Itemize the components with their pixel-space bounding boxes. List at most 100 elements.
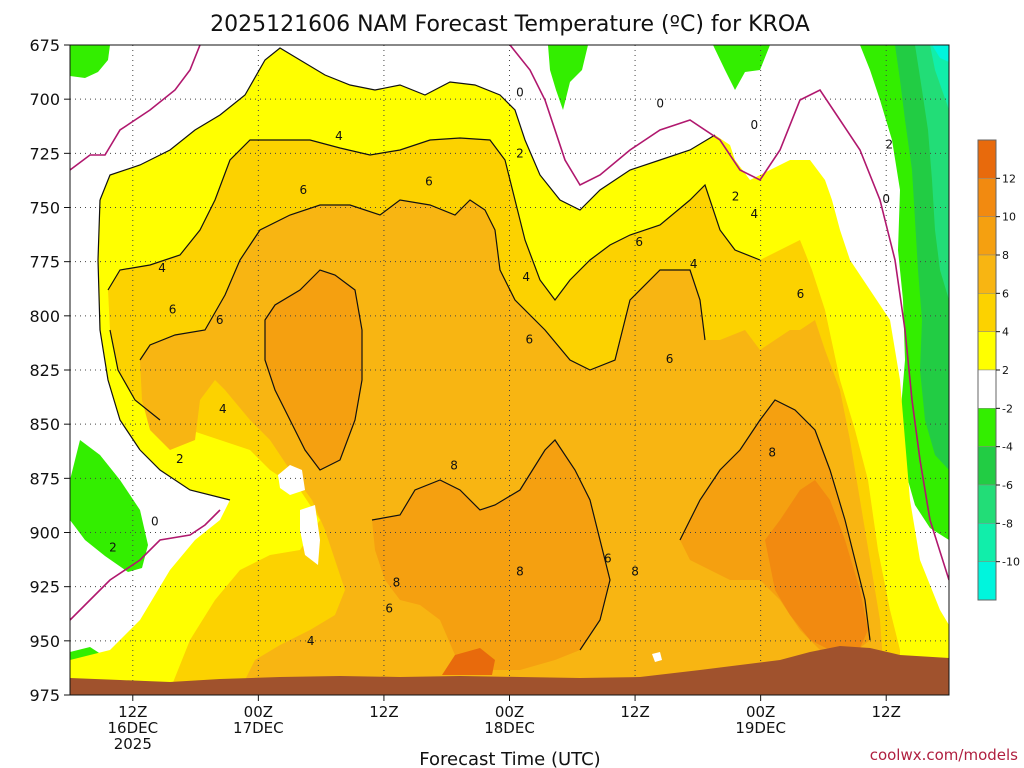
chart-title: 2025121606 NAM Forecast Temperature (ºC)… (210, 12, 810, 37)
y-tick-label: 900 (29, 524, 60, 543)
contour-label: 6 (300, 183, 308, 197)
contour-label: 6 (385, 601, 393, 615)
x-tick-label: 18DEC (484, 719, 535, 737)
colorbar-bin (977, 293, 997, 332)
cold-region-top-right-small (713, 45, 770, 90)
contour-label: 8 (768, 445, 776, 459)
contour-label: 6 (635, 235, 643, 249)
y-tick-label: 775 (29, 253, 60, 272)
grid-lines (70, 45, 949, 695)
x-tick-label: 12Z (872, 703, 901, 721)
contour-label: 4 (522, 270, 530, 284)
y-tick-label: 750 (29, 199, 60, 218)
y-axis: 675 700 725 750 775 800 825 850 875 900 925 950 975 (29, 36, 70, 705)
y-tick-label: 675 (29, 36, 60, 55)
x-tick-label: 12Z (369, 703, 398, 721)
colorbar-tick-label: 10 (1002, 211, 1016, 224)
colorbar-tick-label: 12 (1002, 172, 1016, 185)
terrain-ground (70, 646, 949, 695)
zero-contours (70, 45, 949, 621)
contour-label: 0 (656, 97, 664, 111)
x-axis-label: Forecast Time (UTC) (419, 749, 600, 768)
y-tick-label: 950 (29, 632, 60, 651)
colorbar-bin (977, 139, 997, 179)
contour-label: 0 (882, 192, 890, 206)
contour-label: 6 (666, 352, 674, 366)
x-tick-label: 00Z (495, 703, 524, 721)
band-10-12 (765, 480, 868, 650)
y-tick-label: 925 (29, 578, 60, 597)
contour-label: 4 (219, 402, 227, 416)
cold-pocket-1 (278, 465, 305, 495)
contour-label: 4 (158, 261, 166, 275)
x-tick-label: 12Z (620, 703, 649, 721)
cold-region-right-inner (915, 45, 949, 300)
contour-label: 4 (690, 257, 698, 271)
colorbar-bin (977, 369, 997, 409)
contour-label: 8 (450, 458, 458, 472)
credit-text: coolwx.com/models (870, 746, 1018, 764)
y-tick-label: 800 (29, 307, 60, 326)
colorbar-bin (977, 523, 997, 562)
cold-region-upper-left (70, 45, 110, 78)
colorbar-bin (977, 484, 997, 524)
y-tick-label: 875 (29, 469, 60, 488)
contour-label: 4 (307, 634, 315, 648)
y-tick-label: 850 (29, 415, 60, 434)
band-12-14 (442, 648, 495, 675)
band-8-10-center (372, 440, 610, 670)
contour-label: 0 (751, 118, 759, 132)
x-tick-label: 2025 (114, 735, 152, 753)
colorbar-tick-label: 2 (1002, 364, 1009, 377)
y-tick-label: 975 (29, 686, 60, 705)
y-tick-label: 700 (29, 90, 60, 109)
contour-label: 6 (425, 175, 433, 189)
cold-region-right-core (930, 45, 949, 110)
contour-label: 2 (886, 138, 894, 152)
contour-label: 6 (216, 313, 224, 327)
colorbar-bin (977, 254, 997, 294)
colorbar-tick-label: -10 (1002, 556, 1020, 569)
contour-label: 6 (604, 552, 612, 566)
colorbar-bin (977, 216, 997, 256)
x-tick-label: 19DEC (735, 719, 786, 737)
colorbar-tick-label: -2 (1002, 402, 1013, 415)
x-tick-label: 12Z (118, 703, 147, 721)
cold-pocket-3 (652, 652, 662, 662)
colorbar-tick-label: -4 (1002, 441, 1013, 454)
x-tick-label: 00Z (244, 703, 273, 721)
contour-lines (97, 47, 871, 651)
cold-pocket-2 (300, 505, 320, 565)
contour-label: 2 (732, 190, 740, 204)
contour-label: 6 (169, 302, 177, 316)
contour-label: 6 (797, 287, 805, 301)
cold-region-lower-left (70, 440, 148, 572)
contour-label: 4 (751, 207, 759, 221)
contour-label: 8 (516, 565, 524, 579)
contour-label: 8 (631, 565, 639, 579)
contour-label: 0 (151, 515, 159, 529)
colorbar-tick-label: 6 (1002, 287, 1009, 300)
colorbar-tick-label: 4 (1002, 326, 1009, 339)
contour-label: 2 (176, 452, 184, 466)
contour-label: 4 (335, 129, 343, 143)
colorbar: 12 10 8 6 4 2 -2 -4 -6 -8 -10 (977, 139, 1020, 601)
contour-label: 8 (393, 575, 401, 589)
x-tick-label: 00Z (746, 703, 775, 721)
contour-label: 0 (516, 86, 524, 100)
cold-region-right-peak (932, 45, 949, 62)
x-tick-label: 17DEC (233, 719, 284, 737)
colorbar-bin (977, 178, 997, 217)
band-8-10-left (265, 270, 362, 470)
colorbar-tick-label: 8 (1002, 249, 1009, 262)
colorbar-bin (977, 331, 997, 371)
contour-label: 2 (516, 146, 524, 160)
y-tick-label: 725 (29, 144, 60, 163)
colorbar-bin (977, 561, 997, 601)
y-tick-label: 825 (29, 361, 60, 380)
colorbar-bin (977, 446, 997, 486)
